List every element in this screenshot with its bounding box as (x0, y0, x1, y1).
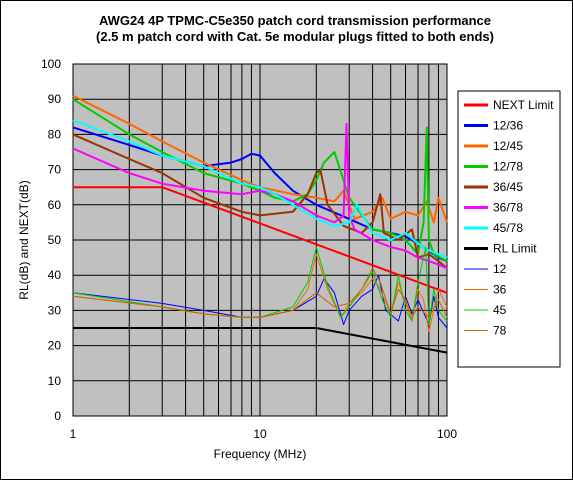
series-line-36-78 (72, 122, 448, 270)
x-tick-label: 100 (437, 427, 457, 441)
legend-label: 12/36 (493, 119, 523, 133)
x-axis-label: Frequency (MHz) (214, 447, 307, 461)
y-tick-label: 70 (48, 163, 62, 177)
y-tick-label: 60 (48, 198, 62, 212)
y-tick-label: 50 (48, 233, 62, 247)
y-axis-label: RL(dB) and NEXT(dB) (17, 180, 31, 299)
legend-label: 78 (493, 324, 507, 338)
legend-label: 12 (493, 262, 507, 276)
y-tick-label: 80 (48, 127, 62, 141)
legend-label: 45/78 (493, 221, 523, 235)
series-line-78 (72, 267, 448, 318)
y-tick-label: 10 (48, 374, 62, 388)
legend-label: 12/78 (493, 160, 523, 174)
x-tick-label: 1 (70, 427, 77, 441)
chart-title: AWG24 4P TPMC-C5e350 patch cord transmis… (99, 13, 491, 28)
y-tick-label: 0 (54, 409, 61, 423)
y-tick-label: 100 (41, 57, 61, 71)
y-tick-label: 30 (48, 303, 62, 317)
legend-label: 36/45 (493, 180, 523, 194)
series-line-45-78 (72, 119, 448, 259)
x-tick-label: 10 (253, 427, 267, 441)
legend-label: 45 (493, 303, 507, 317)
legend-label: NEXT Limit (493, 98, 554, 112)
series-line-12-78 (72, 98, 448, 262)
legend-label: RL Limit (493, 242, 537, 256)
y-tick-label: 90 (48, 92, 62, 106)
legend-label: 12/45 (493, 139, 523, 153)
y-axis-ticks: 0 10 20 30 40 50 60 70 80 90 100 (41, 57, 61, 423)
series-lines (72, 94, 448, 354)
y-tick-label: 20 (48, 339, 62, 353)
series-line-next-limit (73, 186, 448, 294)
series-line-36-45 (72, 133, 448, 269)
legend-items: NEXT Limit 12/36 12/45 12/78 36/45 36/78 45/78… (464, 98, 554, 338)
legend-label: 36/78 (493, 201, 523, 215)
chart-subtitle: (2.5 m patch cord with Cat. 5e modular p… (96, 29, 494, 44)
y-tick-label: 40 (48, 268, 62, 282)
legend-label: 36 (493, 283, 507, 297)
series-line-rl-limit (73, 327, 448, 354)
x-axis-ticks: 1 10 100 (70, 427, 458, 441)
